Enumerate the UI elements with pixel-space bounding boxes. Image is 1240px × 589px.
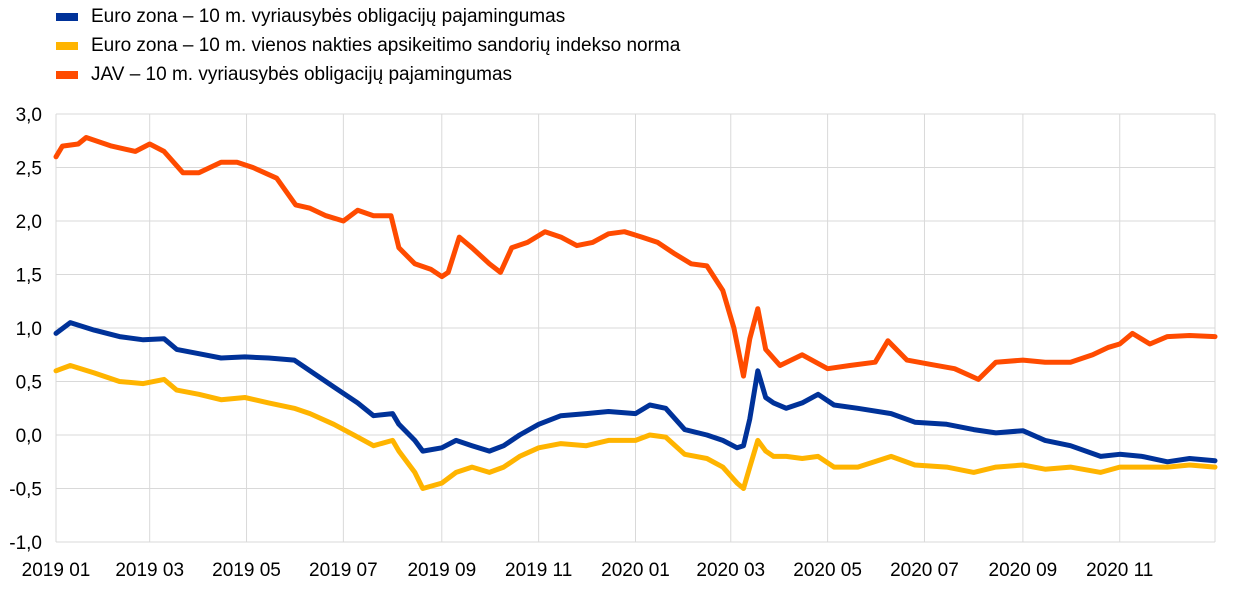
y-tick-label: 3,0 (16, 105, 42, 126)
x-tick-label: 2019 05 (212, 560, 281, 581)
x-tick-label: 2019 07 (309, 560, 378, 581)
series-line-3 (53, 135, 1218, 382)
legend-item: Euro zona – 10 m. vyriausybės obligacijų… (56, 2, 680, 31)
y-tick-label: -0,5 (9, 480, 42, 501)
x-tick-label: 2020 05 (793, 560, 862, 581)
legend-item: JAV – 10 m. vyriausybės obligacijų pajam… (56, 60, 680, 89)
x-tick-label: 2019 03 (115, 560, 184, 581)
legend-label: Euro zona – 10 m. vyriausybės obligacijų… (91, 5, 566, 27)
x-tick-label: 2020 01 (601, 560, 670, 581)
y-tick-label: 2,5 (16, 159, 42, 180)
legend-label: JAV – 10 m. vyriausybės obligacijų pajam… (91, 63, 513, 85)
x-tick-label: 2020 03 (696, 560, 765, 581)
x-tick-label: 2019 11 (505, 560, 572, 581)
y-tick-label: 1,5 (16, 266, 42, 287)
legend-swatch (56, 12, 78, 21)
y-tick-label: 2,0 (16, 212, 42, 233)
series-line-2 (53, 363, 1218, 491)
x-tick-label: 2020 07 (890, 560, 959, 581)
y-tick-label: 0,0 (16, 426, 42, 447)
x-tick-label: 2019 09 (407, 560, 476, 581)
y-tick-label: 0,5 (16, 373, 42, 394)
y-tick-label: 1,0 (16, 319, 42, 340)
legend-swatch (56, 41, 78, 50)
series-line-1 (53, 320, 1218, 465)
legend-swatch (56, 70, 78, 79)
chart-legend: Euro zona – 10 m. vyriausybės obligacijų… (56, 2, 680, 89)
y-tick-label: -1,0 (9, 533, 42, 554)
legend-item: Euro zona – 10 m. vienos nakties apsikei… (56, 31, 680, 60)
x-tick-label: 2020 09 (989, 560, 1058, 581)
x-tick-label: 2019 01 (22, 560, 91, 581)
x-tick-label: 2020 11 (1086, 560, 1153, 581)
legend-label: Euro zona – 10 m. vienos nakties apsikei… (91, 34, 681, 56)
